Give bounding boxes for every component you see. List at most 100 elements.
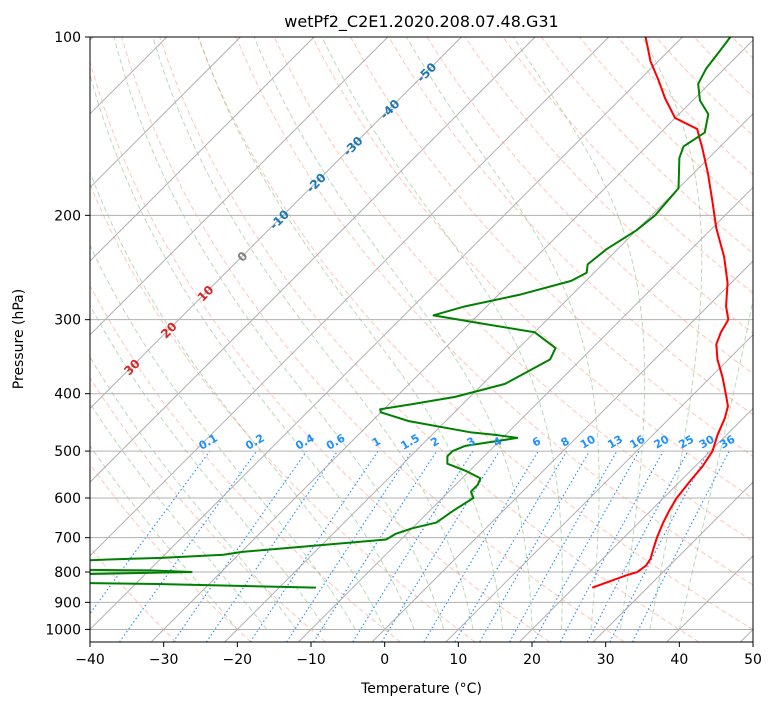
mixing-ratio-line <box>423 450 539 642</box>
mixing-ratio-lines <box>90 450 730 642</box>
moist-adiabat-line <box>90 356 297 630</box>
x-tick-label: 30 <box>597 652 615 668</box>
isotherm-label: 20 <box>158 319 180 341</box>
isotherm-line <box>90 37 389 336</box>
mixing-ratio-label: 16 <box>627 432 647 451</box>
x-axis-label: Temperature (°C) <box>360 681 482 697</box>
dry-adiabat-line <box>388 37 753 416</box>
isotherm-lines <box>90 37 753 642</box>
isotherm-label: 30 <box>121 356 143 378</box>
isotherm-label: -40 <box>377 97 402 122</box>
isotherm-line <box>90 37 462 410</box>
moist-adiabat-line <box>90 171 386 630</box>
mixing-ratio-label: 0.2 <box>243 432 266 453</box>
isotherm-line <box>90 37 315 262</box>
mixing-ratio-label: 0.1 <box>196 432 219 453</box>
y-tick-label: 200 <box>54 208 81 224</box>
y-tick-label: 300 <box>54 313 81 329</box>
dry-adiabat-line <box>90 182 476 642</box>
x-axis-ticks: −40 −30 −20 −10 0 10 20 30 40 50 <box>75 642 762 668</box>
mixing-ratio-line <box>249 450 379 642</box>
mixing-ratio-line <box>586 450 689 642</box>
moist-adiabat-line <box>90 244 356 630</box>
dry-adiabat-line <box>90 60 551 642</box>
mixing-ratio-line <box>119 450 258 642</box>
mixing-ratio-label: 1.5 <box>398 432 421 453</box>
dry-adiabat-line <box>90 546 177 642</box>
mixing-ratio-label: 20 <box>652 432 672 451</box>
dry-adiabat-line <box>464 37 753 334</box>
moist-adiabat-line <box>678 296 753 630</box>
moist-adiabat-line <box>321 37 563 630</box>
mixing-ratio-line <box>454 450 568 642</box>
x-tick-label: 10 <box>449 652 467 668</box>
moist-adiabat-line <box>253 37 533 630</box>
mixing-ratio-label: 8 <box>559 435 572 450</box>
dry-adiabat-line <box>655 37 753 137</box>
isotherm-label: -30 <box>340 134 365 159</box>
dry-adiabat-line <box>426 37 753 375</box>
dry-adiabat-line <box>502 37 753 294</box>
mixing-ratio-label: 25 <box>676 433 696 452</box>
moist-adiabat-line <box>198 37 504 630</box>
x-tick-label: −40 <box>75 652 105 668</box>
isotherm-label: -50 <box>414 60 439 85</box>
isotherm-line <box>519 407 753 642</box>
moist-adiabat-line <box>152 37 474 630</box>
y-tick-label: 600 <box>54 491 81 507</box>
dry-adiabat-line <box>90 284 401 642</box>
isotherm-line <box>445 334 753 642</box>
y-axis-ticks: 100 200 300 400 500 600 700 800 900 1000 <box>45 30 90 638</box>
mixing-ratio-label: 0.4 <box>293 431 317 452</box>
x-tick-label: 50 <box>744 652 762 668</box>
x-tick-label: −20 <box>223 652 253 668</box>
mixing-ratio-label: 10 <box>578 432 598 451</box>
pressure-grid <box>90 37 753 630</box>
isotherm-line <box>298 186 753 642</box>
mixing-ratio-line <box>286 450 413 642</box>
x-tick-label: −10 <box>296 652 326 668</box>
dry-adiabat-line <box>197 37 753 631</box>
mixing-ratio-line <box>533 450 640 642</box>
isotherm-line <box>150 39 753 642</box>
isotherm-labels: -50 -40 -30 -20 -10 0 10 20 30 <box>121 60 439 378</box>
isotherm-line <box>90 37 683 631</box>
mixing-ratio-line <box>632 450 730 642</box>
y-tick-label: 1000 <box>45 622 81 638</box>
moist-adiabat-line <box>406 37 600 630</box>
isotherm-line <box>90 37 241 189</box>
moist-adiabat-line <box>113 37 445 630</box>
isotherm-line <box>90 37 536 483</box>
plot-area <box>90 37 775 642</box>
moist-adiabat-line <box>90 402 268 630</box>
y-tick-label: 700 <box>54 531 81 547</box>
dry-adiabat-line <box>235 37 753 586</box>
isotherm-label: -10 <box>267 207 292 232</box>
moist-adiabat-line <box>641 37 703 630</box>
mixing-ratio-line <box>559 450 664 642</box>
y-tick-label: 100 <box>54 30 81 46</box>
dry-adiabat-line <box>311 37 753 500</box>
moist-adiabat-line <box>90 444 238 630</box>
mixing-ratio-line <box>509 450 618 642</box>
x-tick-label: 0 <box>380 652 389 668</box>
isotherm-label: 0 <box>235 249 251 265</box>
mixing-ratio-label: 13 <box>605 433 625 452</box>
x-tick-label: 20 <box>523 652 541 668</box>
mixing-ratio-line <box>313 450 438 642</box>
y-tick-label: 900 <box>54 595 81 611</box>
y-tick-label: 500 <box>54 444 81 460</box>
y-tick-label: 400 <box>54 387 81 403</box>
dry-adiabat-line <box>770 37 775 642</box>
dry-adiabat-line <box>159 37 700 642</box>
mixing-ratio-line <box>609 450 709 642</box>
y-axis-label: Pressure (hPa) <box>11 289 27 389</box>
dry-adiabat-line <box>350 37 753 457</box>
mixing-ratio-label: 1 <box>370 435 383 450</box>
dry-adiabat-line <box>121 37 625 642</box>
mixing-ratio-line <box>205 450 338 642</box>
dewpoint-line <box>90 37 732 589</box>
moist-adiabat-line <box>512 37 646 630</box>
mixing-ratio-line <box>172 450 308 642</box>
